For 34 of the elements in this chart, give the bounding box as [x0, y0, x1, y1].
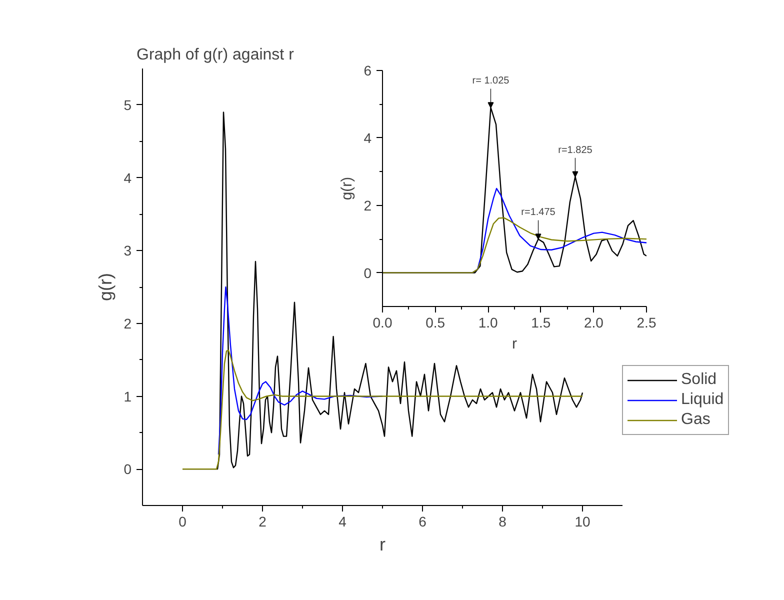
x-tick-label: 1.5: [531, 314, 551, 330]
x-tick-label: 6: [418, 514, 427, 530]
chart-title: Graph of g(r) against r: [136, 46, 295, 64]
x-axis-title: r: [380, 534, 386, 554]
annotation: r= 1.025: [472, 76, 510, 87]
x-tick-label: 1.0: [478, 314, 498, 330]
line-series: [382, 217, 646, 274]
y-tick-label: 6: [364, 62, 372, 78]
x-tick-label: 0.0: [372, 314, 392, 330]
x-tick-label: 10: [574, 514, 590, 530]
line-series: [182, 350, 584, 470]
y-tick-label: 0: [124, 461, 132, 478]
annotation: r=1.475: [521, 207, 556, 218]
x-tick-label: 4: [338, 514, 347, 530]
x-tick-label: 2.5: [636, 314, 656, 330]
y-tick-label: 4: [124, 170, 132, 186]
y-tick-label: 5: [124, 96, 132, 113]
legend-label: Solid: [681, 371, 717, 389]
y-tick-label: 4: [364, 130, 372, 146]
x-tick-label: 0: [178, 514, 187, 530]
y-tick-label: 1: [124, 388, 132, 404]
x-tick-label: 8: [498, 514, 507, 530]
x-tick-label: 0.5: [426, 314, 446, 330]
legend-label: Liquid: [681, 391, 724, 409]
y-tick-label: 0: [364, 264, 372, 281]
y-tick-label: 3: [124, 242, 132, 259]
annotation: r=1.825: [558, 144, 593, 156]
y-axis-title: g(r): [96, 272, 116, 301]
legend-label: Gas: [681, 411, 710, 429]
x-tick-label: 2.0: [584, 314, 604, 330]
x-axis-title: r: [512, 336, 517, 352]
y-axis-title: g(r): [338, 176, 356, 200]
y-tick-label: 2: [364, 197, 372, 214]
x-tick-label: 2: [258, 514, 267, 530]
